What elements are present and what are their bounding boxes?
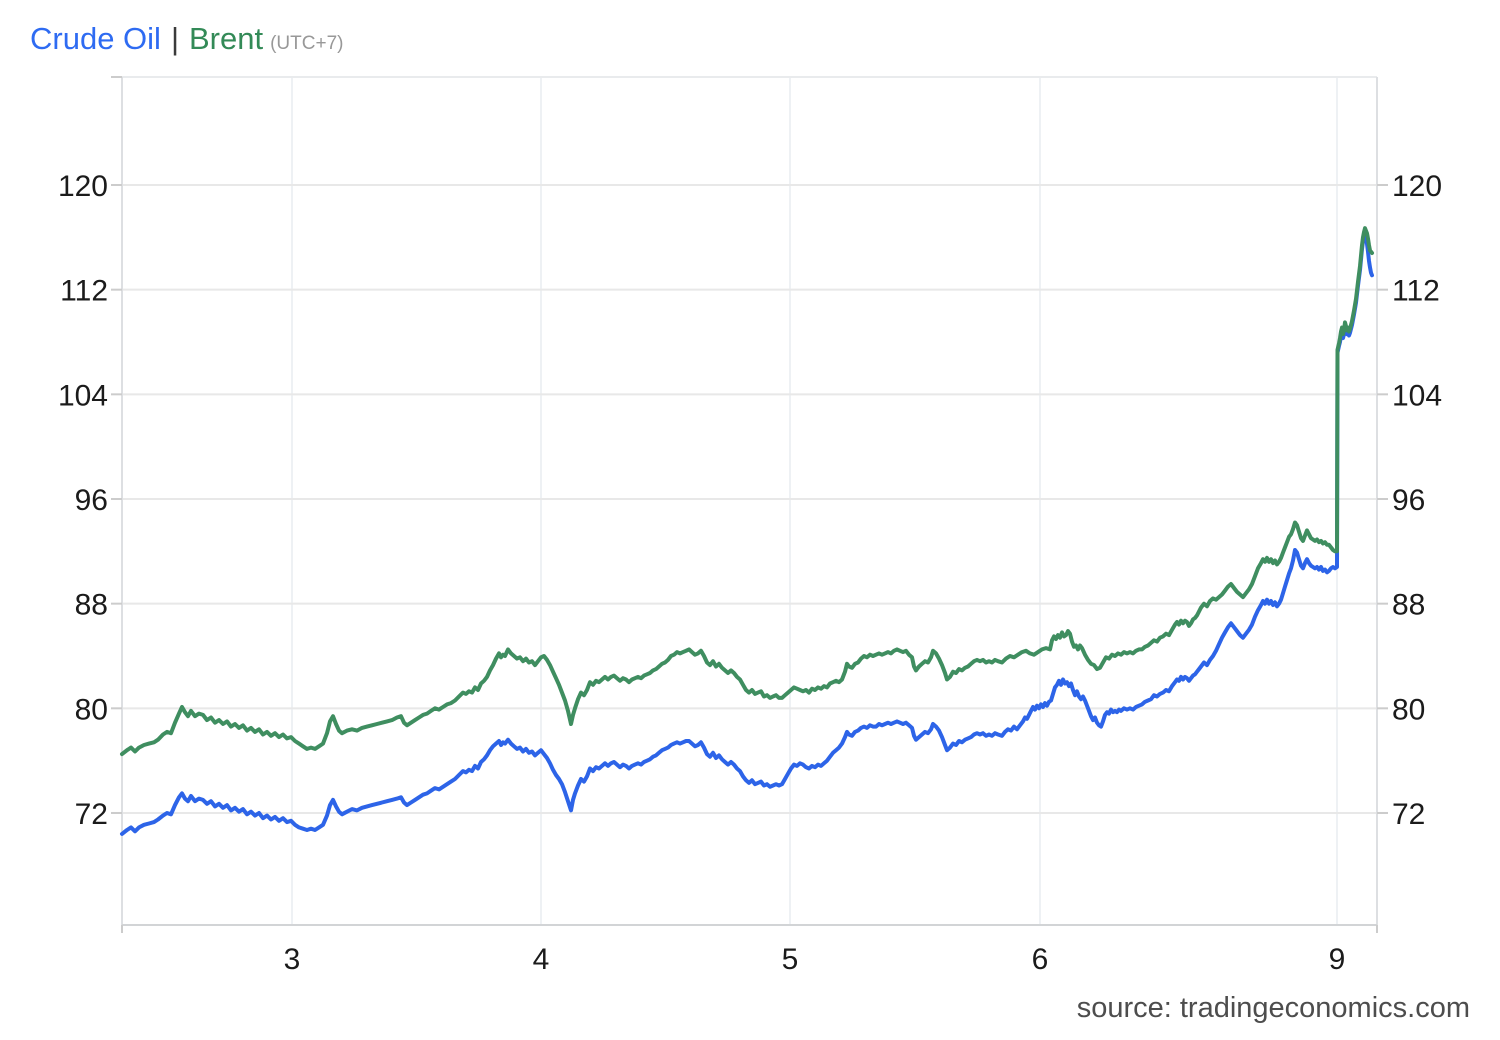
title-timezone: (UTC+7): [270, 33, 344, 54]
y-axis-label-left: 104: [58, 379, 108, 412]
title-series-brent[interactable]: Brent: [189, 21, 264, 56]
x-axis-label: 5: [782, 943, 799, 976]
y-axis-label-left: 120: [58, 170, 108, 203]
source-attribution: source: tradingeconomics.com: [1076, 992, 1470, 1024]
title-separator: |: [170, 21, 179, 56]
y-axis-label-left: 80: [75, 693, 108, 726]
y-axis-label-right: 80: [1392, 693, 1425, 726]
title-series-crude-oil[interactable]: Crude Oil: [30, 21, 161, 56]
y-axis-label-right: 72: [1392, 798, 1425, 831]
y-axis-label-right: 96: [1392, 484, 1425, 517]
y-axis-label-right: 88: [1392, 589, 1425, 622]
crude-oil-line[interactable]: [120, 232, 1374, 836]
y-axis-label-right: 120: [1392, 170, 1442, 203]
y-axis-label-left: 112: [60, 275, 108, 308]
y-axis-label-left: 72: [75, 798, 108, 831]
y-axis-label-right: 112: [1392, 275, 1440, 308]
brent-line[interactable]: [120, 226, 1374, 757]
x-axis-label: 9: [1329, 943, 1346, 976]
y-axis-label-right: 104: [1392, 379, 1442, 412]
y-axis-label-left: 96: [75, 484, 108, 517]
x-axis-label: 4: [533, 943, 550, 976]
x-axis-label: 3: [284, 943, 301, 976]
y-axis-label-left: 88: [75, 589, 108, 622]
x-axis-label: 6: [1032, 943, 1049, 976]
chart-title: Crude Oil | Brent (UTC+7): [30, 21, 344, 56]
